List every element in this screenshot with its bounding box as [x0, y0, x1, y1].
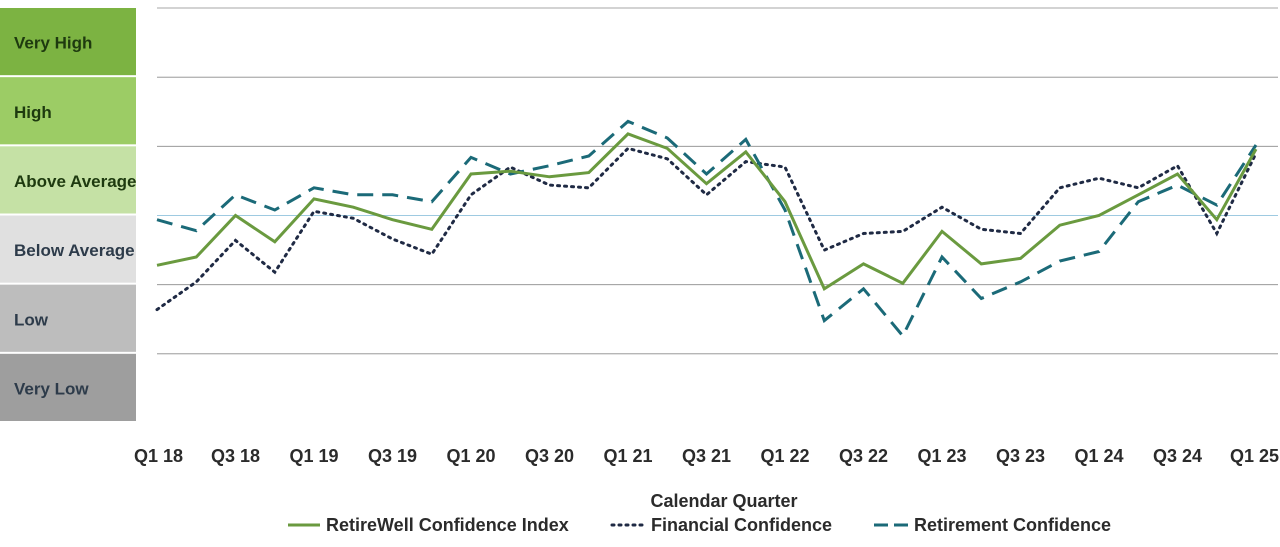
band-label: Below Average — [14, 241, 135, 260]
band-low — [0, 284, 136, 352]
series-line-financial-confidence — [155, 146, 1258, 312]
band-very-low — [0, 353, 136, 421]
legend-label: RetireWell Confidence Index — [326, 515, 569, 535]
x-tick-label: Q1 18 — [134, 446, 183, 466]
x-tick-label: Q1 23 — [917, 446, 966, 466]
x-tick-label: Q1 21 — [603, 446, 652, 466]
series-line-retirewell-confidence-index — [156, 132, 1258, 291]
confidence-bands: Very High High Above Average Below Average L… — [0, 8, 137, 421]
x-tick-label: Q3 22 — [839, 446, 888, 466]
x-tick-label: Q3 21 — [682, 446, 731, 466]
band-above-average — [0, 146, 136, 214]
series-lines — [155, 119, 1258, 339]
x-tick-label: Q3 18 — [211, 446, 260, 466]
band-below-average — [0, 215, 136, 283]
x-tick-label: Q1 25 — [1230, 446, 1279, 466]
x-axis-title: Calendar Quarter — [650, 491, 797, 511]
band-label: Very High — [14, 34, 92, 53]
band-label: High — [14, 103, 52, 122]
band-label: Low — [14, 310, 49, 329]
band-label: Very Low — [14, 379, 89, 398]
x-tick-label: Q1 24 — [1074, 446, 1123, 466]
x-tick-label: Q1 19 — [289, 446, 338, 466]
x-tick-label: Q1 22 — [760, 446, 809, 466]
x-tick-label: Q3 24 — [1153, 446, 1202, 466]
legend-label: Financial Confidence — [651, 515, 832, 535]
band-label: Above Average — [14, 172, 137, 191]
x-tick-label: Q3 19 — [368, 446, 417, 466]
band-very-high — [0, 8, 136, 76]
x-tick-label: Q3 23 — [996, 446, 1045, 466]
x-tick-labels: Q1 18 Q3 18 Q1 19 Q3 19 Q1 20 Q3 20 Q1 21 Q3 21… — [134, 446, 1279, 466]
x-tick-label: Q1 20 — [446, 446, 495, 466]
x-tick-label: Q3 20 — [525, 446, 574, 466]
legend: RetireWell Confidence Index Financial Con… — [288, 515, 1111, 535]
band-high — [0, 77, 136, 145]
series-line-retirement-confidence — [156, 119, 1258, 339]
legend-label: Retirement Confidence — [914, 515, 1111, 535]
